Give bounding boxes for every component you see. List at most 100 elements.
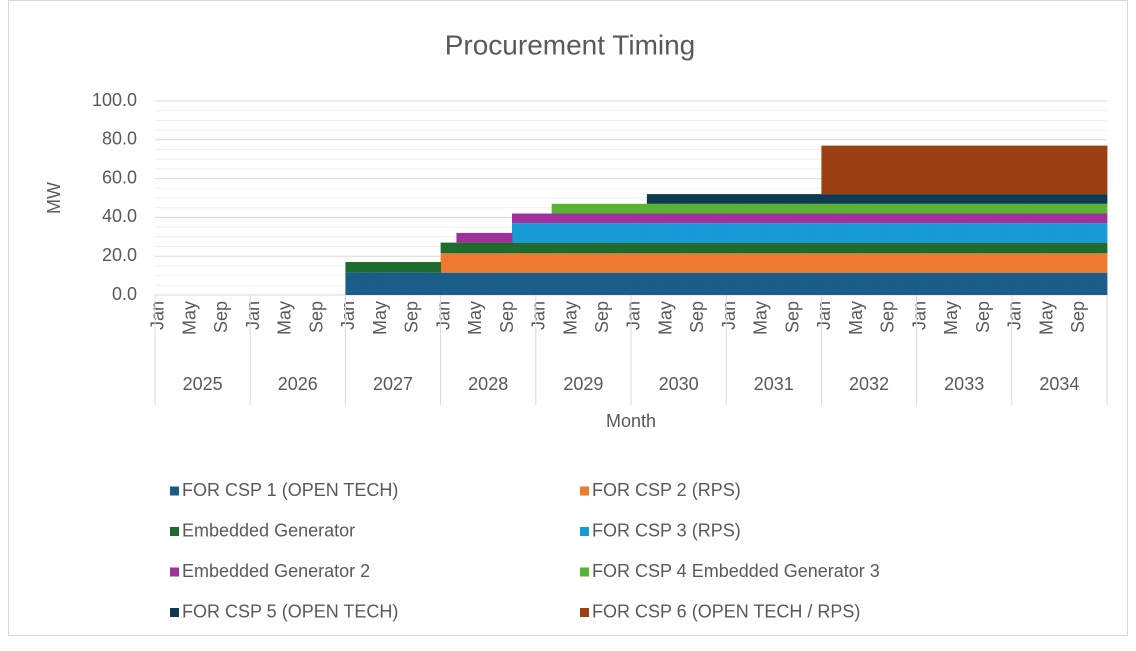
bar-segment (591, 272, 600, 295)
bar-segment (440, 253, 449, 273)
bar-segment (805, 242, 814, 254)
x-tick-label: Jan (719, 301, 739, 330)
bar-segment (599, 213, 608, 224)
bar-segment (916, 203, 925, 214)
bar-segment (995, 223, 1005, 243)
bar-segment (900, 213, 910, 224)
bar-segment (1027, 203, 1036, 214)
bar-segment (1067, 213, 1076, 224)
bar-segment (504, 253, 513, 273)
bar-segment (884, 194, 894, 204)
x-tick-label: May (560, 301, 580, 335)
legend-swatch (170, 527, 179, 536)
bar-segment (869, 242, 878, 254)
bar-segment (472, 272, 481, 295)
bar-segment (821, 145, 830, 195)
bar-segment (488, 232, 497, 243)
bar-segment (1099, 272, 1108, 295)
bar-segment (646, 253, 656, 273)
bar-segment (1051, 145, 1060, 195)
bar-segment (995, 145, 1005, 195)
bar-segment (876, 242, 886, 254)
bar-segment (527, 213, 537, 224)
bar-segment (924, 203, 933, 214)
bar-segment (900, 194, 910, 204)
bar-segment (845, 203, 854, 214)
bar-segment (789, 242, 798, 254)
legend-swatch (580, 608, 589, 617)
bar-segment (964, 203, 973, 214)
x-tick-label: May (846, 301, 866, 335)
bar-segment (393, 272, 402, 295)
bar-segment (1043, 194, 1052, 204)
y-tick-label: 0.0 (112, 284, 137, 304)
x-tick-label: May (1036, 301, 1056, 335)
bar-segment (900, 253, 910, 273)
bar-segment (599, 253, 608, 273)
bar-segment (543, 253, 553, 273)
bar-segment (972, 194, 981, 204)
y-tick-label: 100.0 (92, 90, 137, 110)
bar-segment (884, 145, 894, 195)
bar-segment (805, 223, 814, 243)
bar-segment (1027, 213, 1036, 224)
bar-segment (456, 232, 465, 243)
bar-segment (892, 223, 902, 243)
bar-segment (710, 272, 719, 295)
bar-segment (773, 223, 783, 243)
bar-segment (583, 253, 592, 273)
bar-segment (750, 272, 759, 295)
bar-segment (884, 223, 894, 243)
bar-segment (361, 262, 370, 273)
bar-segment (480, 232, 489, 243)
legend-label: Embedded Generator 2 (182, 561, 370, 581)
bar-segment (932, 213, 941, 224)
x-tick-label: Sep (497, 301, 517, 333)
bar-segment (718, 213, 727, 224)
bar-segment (662, 242, 672, 254)
x-group-label: 2028 (468, 374, 508, 394)
bar-segment (631, 242, 640, 254)
bar-segment (416, 262, 426, 273)
bar-segment (670, 272, 679, 295)
bar-segment (551, 203, 560, 214)
x-tick-label: Sep (878, 301, 898, 333)
bar-segment (900, 145, 910, 195)
bar-segment (583, 272, 592, 295)
bar-segment (757, 253, 767, 273)
bar-segment (972, 223, 981, 243)
bar-segment (853, 145, 862, 195)
bar-segment (583, 213, 592, 224)
y-tick-label: 40.0 (102, 206, 137, 226)
bar-segment (686, 253, 695, 273)
bar-segment (765, 213, 775, 224)
bar-segment (1091, 203, 1100, 214)
bar-segment (742, 223, 751, 243)
bar-segment (575, 223, 584, 243)
bar-segment (876, 194, 886, 204)
bar-segment (988, 242, 997, 254)
bar-segment (900, 272, 910, 295)
bar-segment (519, 272, 529, 295)
bar-segment (972, 253, 981, 273)
bar-segment (599, 223, 608, 243)
bar-segment (924, 272, 933, 295)
bar-segment (1067, 203, 1076, 214)
x-tick-label: Jan (433, 301, 453, 330)
bar-segment (1035, 145, 1044, 195)
bar-segment (805, 194, 814, 204)
x-group-label: 2034 (1039, 374, 1079, 394)
bar-segment (805, 203, 814, 214)
bar-segment (1059, 242, 1068, 254)
bar-segment (884, 253, 894, 273)
bar-segment (702, 272, 711, 295)
bar-segment (416, 272, 426, 295)
bar-segment (504, 242, 513, 254)
bar-segment (781, 213, 791, 224)
bar-segment (876, 203, 886, 214)
bar-segment (718, 194, 727, 204)
bar-segment (829, 194, 838, 204)
bar-segment (972, 242, 981, 254)
bar-segment (678, 223, 687, 243)
bar-segment (821, 203, 830, 214)
